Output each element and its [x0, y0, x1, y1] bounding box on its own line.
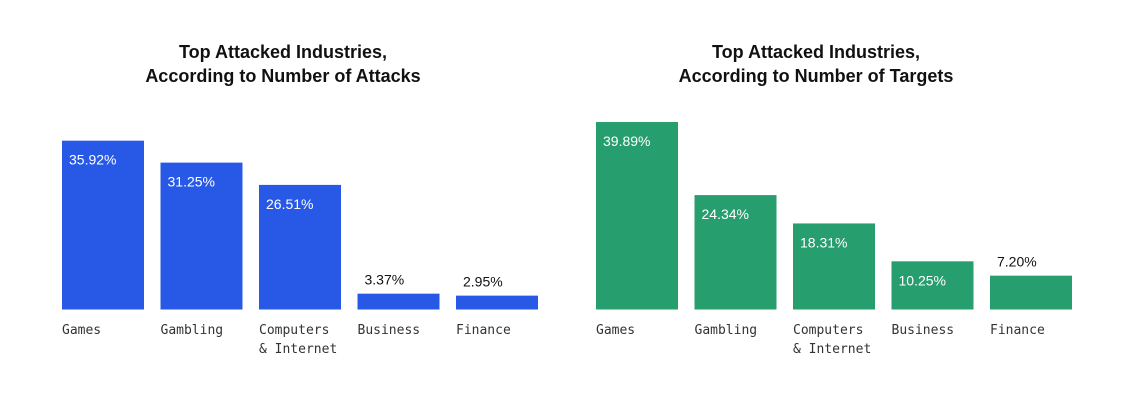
bar-value-label: 18.31% — [800, 234, 847, 250]
bar — [160, 162, 243, 310]
category-tick-label: Business — [358, 323, 421, 338]
bar — [456, 295, 538, 310]
bar — [891, 261, 974, 310]
category-tick-label: Games — [62, 323, 101, 338]
category-tick-label: Business — [892, 323, 955, 338]
category-tick-label: Gambling — [695, 323, 758, 338]
bar-value-label: 2.95% — [463, 274, 503, 290]
category-tick-label: Finance — [456, 323, 511, 338]
bar-value-label: 24.34% — [702, 206, 749, 222]
bar — [990, 275, 1072, 310]
chart-title-line: Top Attacked Industries, — [712, 42, 920, 62]
category-tick-label: Finance — [990, 323, 1045, 338]
bar-value-label: 35.92% — [69, 152, 116, 168]
bar-value-label: 39.89% — [603, 133, 650, 149]
bar-value-label: 10.25% — [899, 272, 946, 288]
category-tick-label: & Internet — [259, 342, 337, 357]
bar — [357, 293, 440, 310]
chart-title-line: According to Number of Targets — [679, 66, 954, 86]
category-tick-label: & Internet — [793, 342, 871, 357]
bar — [793, 223, 875, 310]
category-tick-label: Computers — [259, 323, 329, 338]
bar — [259, 184, 341, 310]
chart-title-line: According to Number of Attacks — [145, 66, 420, 86]
bar-value-label: 3.37% — [365, 272, 405, 288]
category-tick-label: Gambling — [161, 323, 224, 338]
chart-targets: Top Attacked Industries, According to Num… — [596, 42, 1072, 357]
bar — [62, 140, 144, 310]
bar — [694, 195, 777, 310]
chart-attacks: Top Attacked Industries, According to Num… — [62, 42, 538, 357]
bar-value-label: 26.51% — [266, 196, 313, 212]
category-tick-label: Games — [596, 323, 635, 338]
chart-title-line: Top Attacked Industries, — [179, 42, 387, 62]
bar-value-label: 31.25% — [168, 174, 215, 190]
bar-value-label: 7.20% — [997, 254, 1037, 270]
bar — [596, 122, 678, 310]
category-tick-label: Computers — [793, 323, 863, 338]
